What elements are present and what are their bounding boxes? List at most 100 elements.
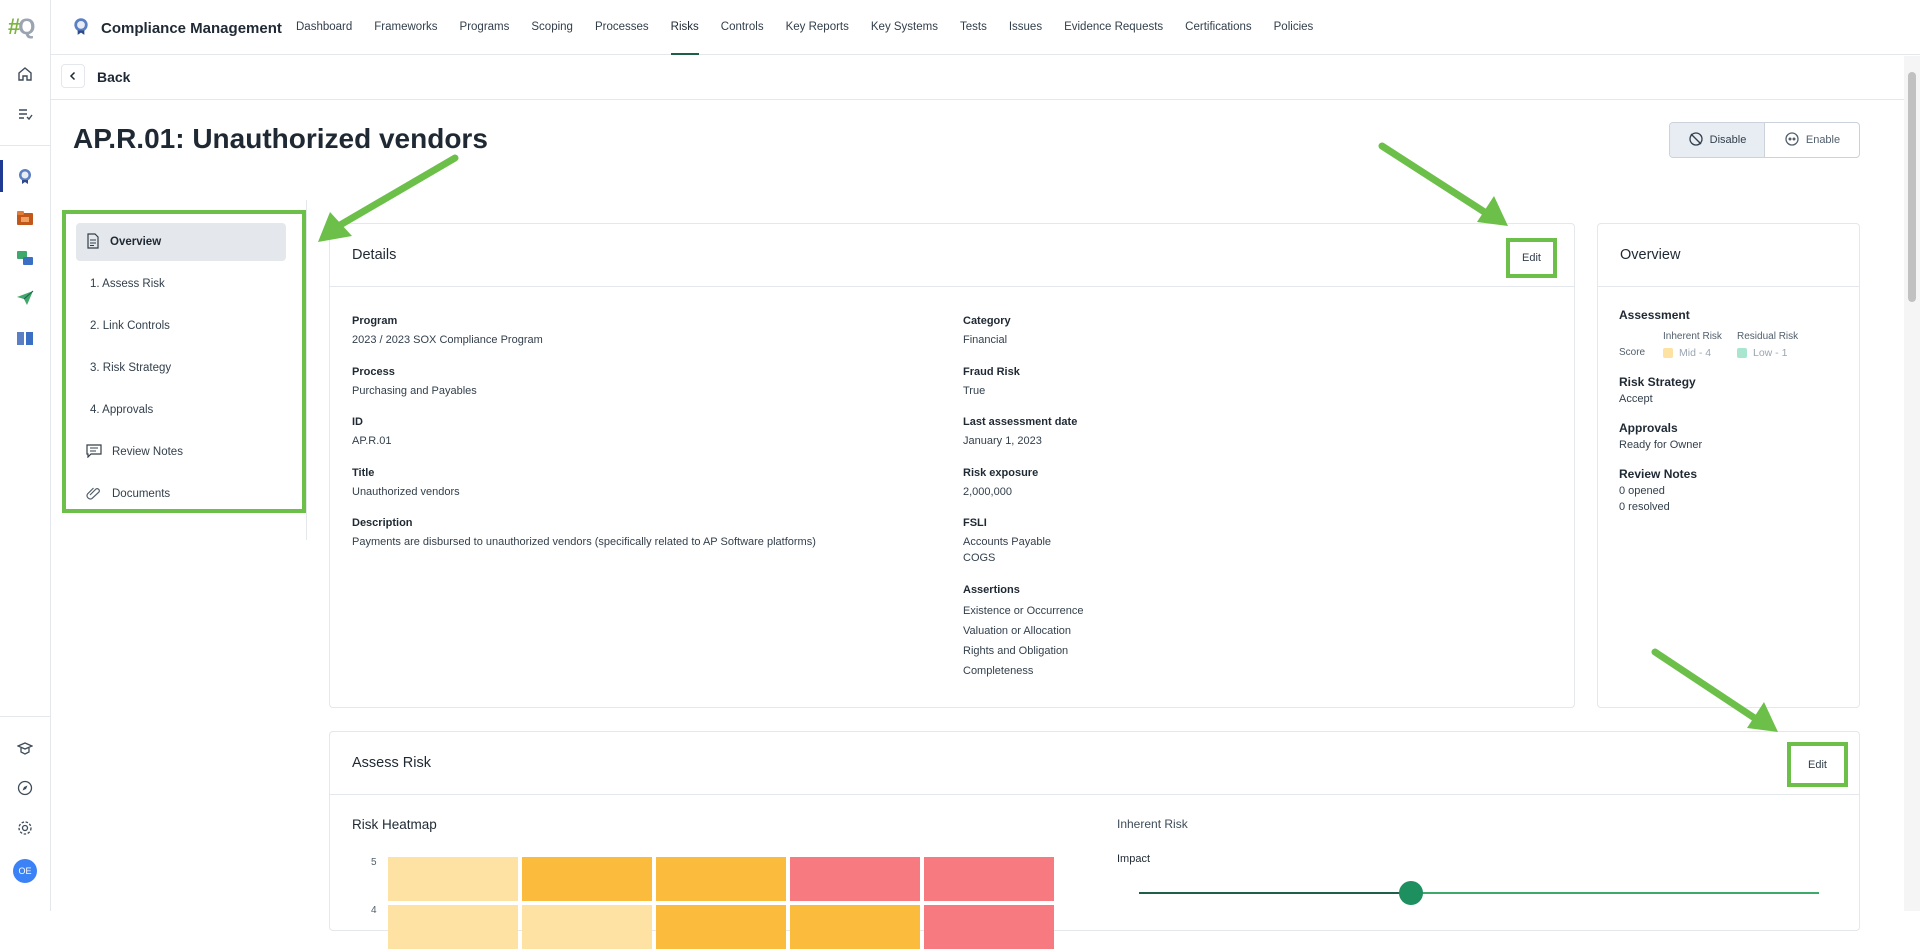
tasks-icon[interactable] [13, 102, 37, 126]
field-value: COGS [963, 552, 996, 564]
overview-approvals: Approvals Ready for Owner [1619, 421, 1702, 453]
sidebar-item-overview[interactable]: Overview [76, 223, 286, 261]
field-process: Process Purchasing and Payables [352, 366, 477, 399]
compliance-badge-icon [71, 16, 91, 40]
field-value: Financial [963, 334, 1008, 346]
field-risk-exposure: Risk exposure 2,000,000 [963, 467, 1038, 500]
nav-scoping[interactable]: Scoping [531, 21, 573, 33]
user-avatar[interactable]: OE [13, 859, 37, 883]
nav-dashboard[interactable]: Dashboard [296, 21, 353, 33]
sidebar-item-label: Overview [110, 236, 162, 248]
overview-label: Risk Strategy [1619, 375, 1696, 389]
nav-programs[interactable]: Programs [459, 21, 510, 33]
sidebar-item-approvals[interactable]: 4. Approvals [76, 391, 286, 429]
heatmap-cell [790, 905, 920, 949]
assess-risk-edit-button[interactable]: Edit [1787, 742, 1848, 787]
nav-certifications[interactable]: Certifications [1185, 21, 1252, 33]
field-value: Existence or Occurrence [963, 605, 1084, 617]
logo-letter: Q [18, 14, 35, 39]
field-value: True [963, 385, 986, 397]
overview-assessment: Assessment [1619, 308, 1690, 324]
field-value: Payments are disbursed to unauthorized v… [352, 536, 816, 548]
nav-key-systems[interactable]: Key Systems [870, 21, 938, 33]
field-value: Purchasing and Payables [352, 385, 477, 397]
enable-label: Enable [1805, 134, 1841, 146]
sidebar-divider [306, 200, 307, 540]
nav-controls[interactable]: Controls [720, 21, 764, 33]
disable-button[interactable]: Disable [1670, 123, 1765, 157]
sidebar-item-risk-strategy[interactable]: 3. Risk Strategy [76, 349, 286, 387]
inherent-score-value: Mid - 4 [1679, 347, 1712, 359]
assess-risk-card: Assess Risk Edit Risk Heatmap 5 4 Inhere… [329, 731, 1860, 949]
nav-risks[interactable]: Risks [670, 0, 699, 55]
sidebar-item-link-controls[interactable]: 2. Link Controls [76, 307, 286, 345]
field-label: Assertions [963, 584, 1020, 596]
sidebar-item-documents[interactable]: Documents [76, 475, 286, 513]
impact-slider-thumb[interactable] [1399, 881, 1423, 905]
field-label: FSLI [963, 517, 987, 529]
field-label: Description [352, 517, 413, 529]
field-fsli: FSLI Accounts Payable COGS [963, 517, 1051, 566]
overview-card: Overview Assessment Inherent Risk Residu… [1597, 223, 1860, 708]
residual-score-value: Low - 1 [1753, 347, 1788, 359]
impact-label: Impact [1117, 853, 1151, 865]
top-navigation-bar: Compliance Management Dashboard Framework… [51, 0, 1920, 55]
field-label: Last assessment date [963, 416, 1078, 428]
settings-gear-icon[interactable] [13, 816, 37, 840]
sidebar-item-review-notes[interactable]: Review Notes [76, 433, 286, 471]
enable-disable-toggle: Disable Enable [1669, 122, 1860, 158]
field-label: Fraud Risk [963, 366, 1020, 378]
assess-risk-card-header: Assess Risk [330, 732, 1859, 795]
home-icon[interactable] [13, 62, 37, 86]
eye-off-icon [1688, 131, 1704, 150]
back-button[interactable] [61, 64, 85, 88]
sidebar-item-label: 3. Risk Strategy [90, 362, 172, 374]
scrollbar-thumb[interactable] [1908, 72, 1916, 302]
details-edit-button[interactable]: Edit [1506, 238, 1557, 278]
overview-title: Overview [1620, 247, 1681, 263]
compass-icon[interactable] [13, 776, 37, 800]
heatmap-cell [790, 857, 920, 901]
overview-label: Review Notes [1619, 467, 1698, 481]
page-scrollbar[interactable] [1904, 56, 1920, 911]
field-label: Category [963, 315, 1011, 327]
back-bar: Back [51, 56, 1904, 100]
field-label: Process [352, 366, 395, 378]
impact-slider-fill [1139, 892, 1411, 894]
nav-processes[interactable]: Processes [594, 21, 649, 33]
field-fraud-risk: Fraud Risk True [963, 366, 1020, 399]
back-label[interactable]: Back [97, 69, 131, 85]
overview-card-header: Overview [1598, 224, 1859, 287]
nav-evidence-requests[interactable]: Evidence Requests [1064, 21, 1164, 33]
book-icon[interactable] [13, 326, 37, 350]
learning-cap-icon[interactable] [13, 736, 37, 760]
field-label: Risk exposure [963, 467, 1039, 479]
heatmap-cell [656, 857, 786, 901]
overview-value: 0 opened [1619, 485, 1665, 497]
comment-icon [86, 443, 102, 461]
app-logo[interactable]: #Q [8, 14, 35, 40]
overview-label: Assessment [1619, 308, 1690, 322]
send-icon[interactable] [13, 286, 37, 310]
overview-value: 0 resolved [1619, 501, 1670, 513]
document-icon [86, 232, 100, 252]
enable-button[interactable]: Enable [1765, 123, 1859, 157]
nav-frameworks[interactable]: Frameworks [374, 21, 438, 33]
app-title[interactable]: Compliance Management [71, 16, 282, 40]
inherent-score-swatch [1663, 348, 1673, 358]
field-program: Program 2023 / 2023 SOX Compliance Progra… [352, 315, 543, 348]
compliance-badge-icon[interactable] [13, 164, 37, 188]
sync-icon[interactable] [13, 246, 37, 270]
sidebar-item-assess-risk[interactable]: 1. Assess Risk [76, 265, 286, 303]
nav-tests[interactable]: Tests [959, 21, 987, 33]
nav-key-reports[interactable]: Key Reports [785, 21, 849, 33]
disable-label: Disable [1709, 134, 1747, 146]
overview-value: Ready for Owner [1619, 439, 1703, 451]
folder-icon[interactable] [13, 206, 37, 230]
heatmap-cell [924, 905, 1054, 949]
nav-policies[interactable]: Policies [1273, 21, 1314, 33]
field-id: ID AP.R.01 [352, 416, 392, 449]
nav-issues[interactable]: Issues [1008, 21, 1043, 33]
details-card: Details Edit Program 2023 / 2023 SOX Comp… [329, 223, 1575, 708]
field-label: Title [352, 467, 375, 479]
